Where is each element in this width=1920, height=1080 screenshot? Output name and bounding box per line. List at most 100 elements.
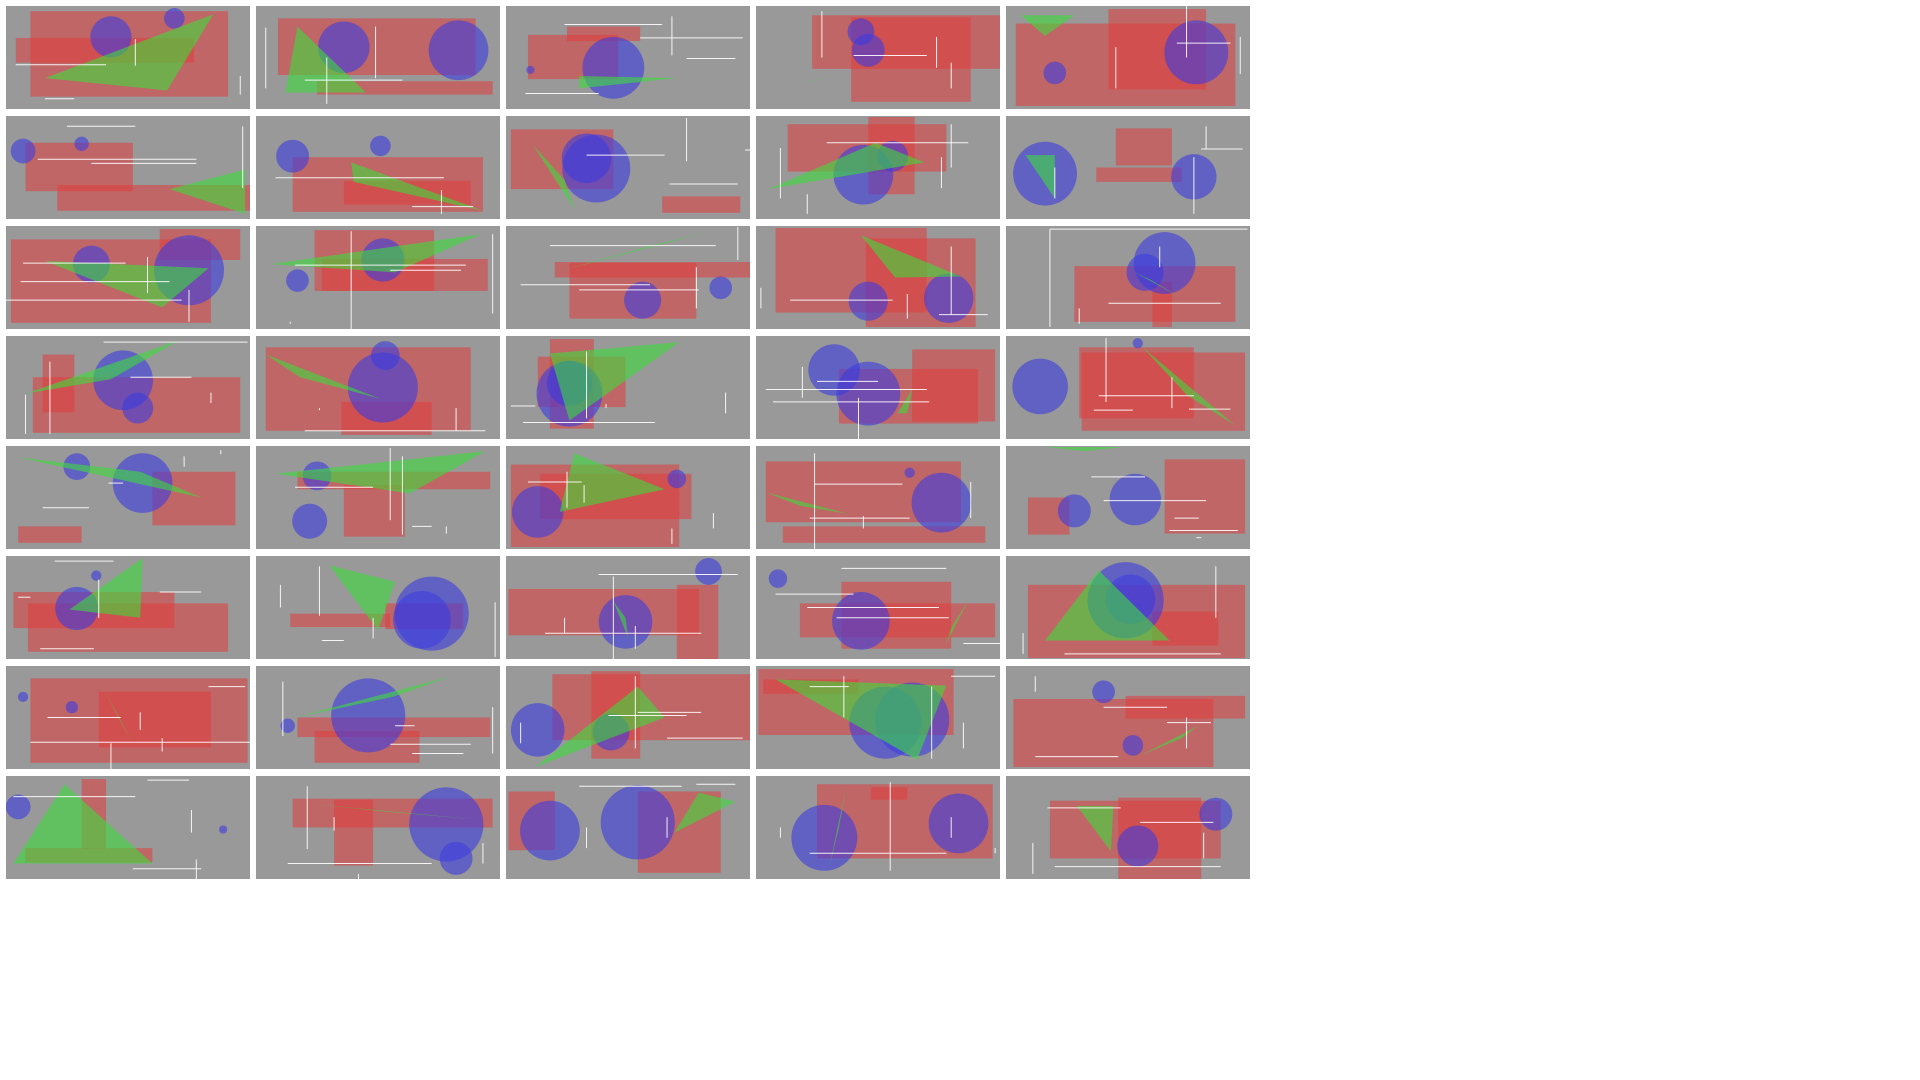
thumbnail-tile	[256, 336, 500, 439]
red-rectangle-shape	[1152, 611, 1219, 646]
blue-circle-shape	[286, 269, 309, 292]
thumbnail-canvas	[1006, 666, 1250, 769]
blue-circle-shape	[526, 65, 535, 74]
thumbnail-canvas	[506, 6, 750, 109]
thumbnail-tile	[6, 666, 250, 769]
thumbnail-tile	[1006, 226, 1250, 329]
blue-circle-shape	[74, 136, 89, 152]
red-rectangle-shape	[567, 26, 641, 42]
green-triangle-shape	[1076, 805, 1114, 852]
thumbnail-tile	[756, 666, 1000, 769]
green-triangle-shape	[860, 235, 961, 278]
thumbnail-tile	[6, 336, 250, 439]
thumbnail-tile	[1006, 556, 1250, 659]
blue-circle-shape	[439, 841, 473, 875]
green-triangle-shape	[351, 162, 483, 211]
green-triangle-shape	[559, 453, 665, 512]
blue-circle-shape	[276, 139, 310, 173]
red-rectangle-shape	[799, 603, 996, 638]
thumbnail-tile	[756, 336, 1000, 439]
thumbnail-canvas	[506, 336, 750, 439]
thumbnail-canvas	[756, 446, 1000, 549]
blue-circle-shape	[90, 16, 132, 58]
green-triangle-shape	[1020, 15, 1075, 36]
red-rectangle-shape	[1115, 128, 1172, 166]
red-rectangle-shape	[662, 196, 741, 213]
green-triangle-shape	[329, 565, 396, 631]
blue-circle-shape	[768, 569, 788, 588]
red-rectangle-shape	[334, 799, 374, 866]
blue-circle-shape	[1043, 61, 1067, 85]
blue-circle-shape	[219, 825, 228, 834]
blue-circle-shape	[370, 135, 391, 157]
thumbnail-tile	[1006, 6, 1250, 109]
thumbnail-canvas	[756, 116, 1000, 219]
green-triangle-shape	[69, 558, 143, 618]
blue-circle-shape	[347, 352, 418, 423]
thumbnail-canvas	[756, 666, 1000, 769]
green-triangle-shape	[765, 492, 849, 514]
thumbnail-tile	[506, 556, 750, 659]
red-rectangle-shape	[98, 691, 211, 748]
thumbnail-tile	[6, 6, 250, 109]
thumbnail-tile	[506, 776, 750, 879]
thumbnail-canvas	[6, 6, 250, 109]
thumbnail-canvas	[756, 556, 1000, 659]
thumbnail-canvas	[256, 116, 500, 219]
blue-circle-shape	[848, 281, 888, 321]
blue-circle-shape	[292, 503, 328, 539]
green-triangle-shape	[169, 169, 246, 214]
green-triangle-shape	[804, 78, 825, 84]
blue-circle-shape	[709, 276, 733, 300]
thumbnail-tile	[756, 116, 1000, 219]
red-rectangle-shape	[25, 142, 133, 192]
blue-circle-shape	[393, 591, 451, 649]
thumbnail-tile	[756, 776, 1000, 879]
blue-circle-shape	[428, 20, 489, 81]
red-rectangle-shape	[1096, 167, 1182, 182]
green-triangle-shape	[532, 144, 575, 209]
blue-circle-shape	[1199, 797, 1233, 831]
green-triangle-shape	[1045, 447, 1124, 452]
thumbnail-tile	[756, 556, 1000, 659]
green-triangle-shape	[579, 76, 677, 89]
thumbnail-tile	[6, 446, 250, 549]
thumbnail-canvas	[506, 116, 750, 219]
blue-circle-shape	[911, 472, 972, 533]
thumbnail-tile	[256, 446, 500, 549]
thumbnail-tile	[1006, 116, 1250, 219]
green-triangle-shape	[768, 142, 925, 190]
blue-circle-shape	[1092, 680, 1115, 704]
thumbnail-tile	[256, 666, 500, 769]
thumbnail-canvas	[6, 446, 250, 549]
thumbnail-tile	[256, 6, 500, 109]
green-triangle-shape	[285, 26, 366, 93]
thumbnail-canvas	[1006, 336, 1250, 439]
blue-circle-shape	[928, 793, 989, 854]
thumbnail-tile	[256, 226, 500, 329]
thumbnail-canvas	[506, 556, 750, 659]
thumbnail-tile	[6, 556, 250, 659]
thumbnail-canvas	[506, 666, 750, 769]
thumbnail-tile	[6, 776, 250, 879]
red-rectangle-shape	[290, 613, 391, 628]
thumbnail-tile	[256, 556, 500, 659]
blue-circle-shape	[1117, 825, 1159, 867]
thumbnail-tile	[1006, 446, 1250, 549]
thumbnail-canvas	[756, 6, 1000, 109]
red-rectangle-shape	[343, 485, 405, 537]
thumbnail-canvas	[506, 446, 750, 549]
blue-circle-shape	[924, 273, 974, 323]
thumbnail-canvas	[256, 446, 500, 549]
thumbnail-tile	[1006, 336, 1250, 439]
thumbnail-canvas	[756, 776, 1000, 879]
thumbnail-tile	[506, 116, 750, 219]
blue-circle-shape	[832, 592, 890, 650]
blue-circle-shape	[1122, 735, 1144, 756]
thumbnail-canvas	[1006, 116, 1250, 219]
blue-circle-shape	[409, 787, 484, 862]
blue-circle-shape	[10, 138, 36, 164]
thumbnail-canvas	[6, 666, 250, 769]
thumbnail-canvas	[506, 776, 750, 879]
